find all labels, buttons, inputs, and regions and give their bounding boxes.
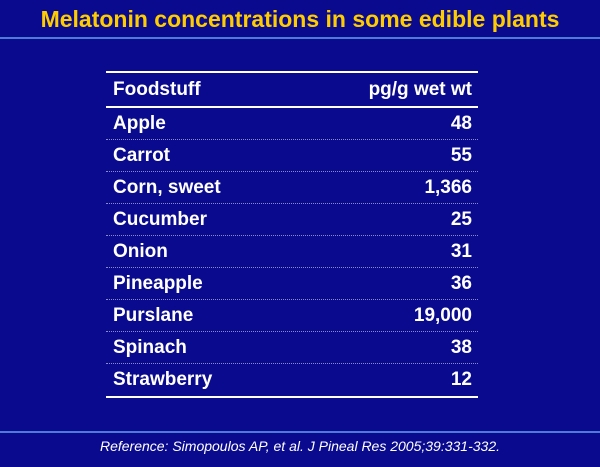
table-row: Carrot 55: [106, 140, 478, 172]
food-name: Strawberry: [113, 369, 213, 390]
column-header-foodstuff: Foodstuff: [113, 78, 201, 100]
food-name: Apple: [113, 112, 166, 134]
food-name: Carrot: [113, 144, 171, 166]
table-row: Apple 48: [106, 108, 478, 140]
table-row: Cucumber 25: [106, 204, 478, 236]
food-name: Cucumber: [113, 208, 207, 230]
table-row: Corn, sweet 1,366: [106, 172, 478, 204]
food-name: Corn, sweet: [113, 176, 221, 198]
food-value: 36: [450, 272, 472, 294]
table-header-row: Foodstuff pg/g wet wt: [106, 73, 478, 106]
food-value: 48: [450, 112, 472, 134]
footer-divider: [0, 431, 600, 433]
table-row: Purslane 19,000: [106, 300, 478, 332]
food-value: 25: [450, 208, 472, 230]
slide-title: Melatonin concentrations in some edible …: [40, 6, 560, 32]
food-name: Purslane: [113, 304, 194, 326]
table-row: Pineapple 36: [106, 268, 478, 300]
table-top-rule: [106, 71, 478, 73]
food-name: Onion: [113, 240, 168, 262]
title-divider: [0, 37, 600, 39]
table-bottom-rule: [106, 396, 478, 398]
table-row: Spinach 38: [106, 332, 478, 364]
reference-citation: Reference: Simopoulos AP, et al. J Pinea…: [99, 438, 501, 454]
food-name: Spinach: [113, 336, 187, 358]
food-value: 19,000: [413, 304, 472, 326]
table-row: Onion 31: [106, 236, 478, 268]
melatonin-table: Foodstuff pg/g wet wt Apple 48 Carrot 55…: [106, 71, 478, 398]
table-row: Strawberry 12: [106, 364, 478, 396]
food-name: Pineapple: [113, 272, 203, 294]
food-value: 55: [450, 144, 472, 166]
table-header-rule: [106, 106, 478, 108]
food-value: 1,366: [424, 176, 472, 198]
food-value: 38: [450, 336, 472, 358]
food-value: 12: [450, 369, 472, 390]
column-header-concentration: pg/g wet wt: [368, 78, 472, 100]
food-value: 31: [450, 240, 472, 262]
